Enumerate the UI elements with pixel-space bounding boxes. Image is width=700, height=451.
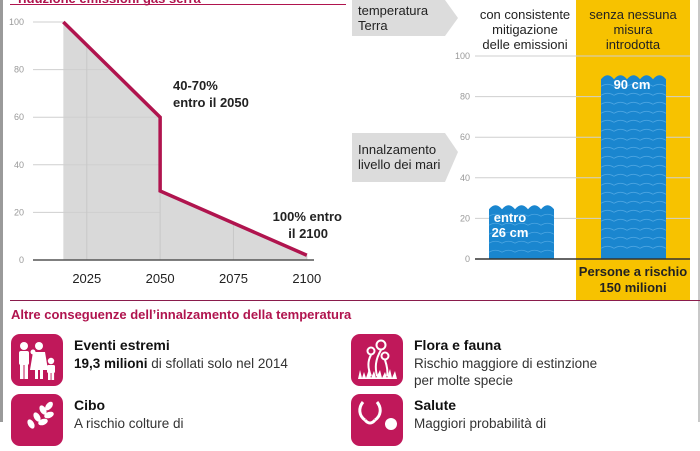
emissions-chart: 0 20 40 60 80 100 2025 2050 2075 2100 40-70% entro …	[9, 17, 342, 286]
y-tick-label: 100	[455, 51, 470, 61]
temperature-label-line2: Terra	[358, 18, 388, 33]
frame-border-left	[0, 0, 3, 422]
wave-texture	[488, 213, 555, 217]
flower-icon	[351, 334, 403, 386]
wave-texture	[600, 182, 667, 186]
item-description: Rischio maggiore di estinzione per molte…	[414, 355, 597, 389]
wave-texture	[600, 146, 667, 150]
x-tick-label: 2025	[72, 271, 101, 286]
item-description-text: di sfollati solo nel 2014	[147, 356, 288, 371]
wave-texture	[488, 222, 555, 226]
bar1-value-label: entro 26 cm	[488, 210, 532, 240]
annotation-2050-line1: 40-70%	[173, 78, 218, 93]
col1-head-line2: mitigazione	[492, 22, 558, 37]
sea-level-arrow	[352, 133, 458, 182]
wave-texture	[488, 240, 555, 244]
col1-head-line1: con consistente	[479, 7, 571, 22]
sea-level-arrow-label: Innalzamento livello dei mari	[358, 142, 440, 172]
emissions-line	[62, 20, 308, 257]
no-measures-column-header: senza nessuna misura introdotta	[578, 7, 688, 52]
y-tick-label: 0	[19, 255, 24, 265]
y-tick-label: 40	[14, 160, 24, 170]
risk-line1: Persone a rischio	[578, 264, 688, 279]
sea-level-chart: 0 20 40 60 80 100	[352, 0, 690, 300]
area-mask	[63, 17, 342, 256]
col2-head-line3: introdotta	[605, 37, 661, 52]
y-tick-label: 100	[9, 17, 24, 27]
wave-texture	[600, 92, 667, 96]
annotation-2050-line2: entro il 2050	[173, 95, 249, 110]
wave-texture	[600, 155, 667, 159]
wave-texture	[600, 101, 667, 105]
frame-border-right	[698, 0, 700, 422]
wave-texture	[488, 231, 555, 235]
item-description-line2: per molte specie	[414, 373, 514, 388]
emissions-chart-title: riduzione emissioni gas serra	[18, 0, 201, 6]
wave-texture	[600, 218, 667, 222]
item-title: Salute	[414, 397, 457, 413]
y-tick-label: 40	[460, 173, 470, 183]
wave-texture	[600, 200, 667, 204]
item-description: 19,3 milioni di sfollati solo nel 2014	[74, 355, 288, 372]
wave-texture	[600, 164, 667, 168]
item-title: Eventi estremi	[74, 337, 170, 353]
wave-texture	[600, 128, 667, 132]
y-tick-label: 60	[14, 112, 24, 122]
emissions-area	[63, 22, 307, 260]
col2-head-line1: senza nessuna	[589, 7, 677, 22]
stethoscope-icon	[351, 394, 403, 446]
wave-texture	[488, 249, 555, 253]
bar2-value-label: 90 cm	[613, 77, 651, 92]
people-at-risk-label: Persone a rischio 150 milioni	[578, 264, 688, 296]
y-tick-label: 20	[460, 213, 470, 223]
annotation-2100-line2: il 2100	[288, 226, 328, 241]
wave-texture	[600, 137, 667, 141]
section-divider	[10, 300, 700, 301]
sea-level-label-line1: Innalzamento	[358, 142, 437, 157]
wave-texture	[600, 245, 667, 249]
wave-texture	[600, 83, 667, 87]
consequences-title: Altre conseguenze dell’innalzamento dell…	[11, 307, 352, 322]
col1-head-line3: delle emissioni	[482, 37, 568, 52]
sea-level-label-line2: livello dei mari	[358, 157, 441, 172]
x-tick-label: 2100	[292, 271, 321, 286]
title-rule	[10, 4, 346, 5]
bar1-label-line2: 26 cm	[491, 225, 529, 240]
temperature-label-line1: temperatura	[358, 3, 429, 18]
item-description-bold: 19,3 milioni	[74, 356, 148, 371]
temperature-arrow	[352, 0, 458, 36]
x-tick-label: 2075	[219, 271, 248, 286]
wave-texture	[600, 236, 667, 240]
wave-texture	[600, 173, 667, 177]
y-tick-label: 20	[14, 207, 24, 217]
x-tick-label: 2050	[146, 271, 175, 286]
sea-level-bar-2	[601, 75, 666, 259]
wave-texture	[600, 119, 667, 123]
wheat-icon	[11, 394, 63, 446]
mitigation-column-header: con consistente mitigazione delle emissi…	[465, 7, 585, 52]
annotation-2100-line1: 100% entro	[273, 209, 342, 224]
wave-texture	[600, 191, 667, 195]
col2-head-line2: misura	[613, 22, 653, 37]
family-icon	[11, 334, 63, 386]
item-description: Maggiori probabilità di	[414, 416, 547, 431]
bar1-label-line1: entro	[493, 210, 527, 225]
y-tick-label: 0	[465, 254, 470, 264]
item-description-line1: Rischio maggiore di estinzione	[414, 356, 598, 371]
wave-texture	[600, 209, 667, 213]
temperature-arrow-label: temperatura Terra	[358, 3, 428, 33]
y-tick-label: 60	[460, 132, 470, 142]
item-title: Cibo	[74, 397, 106, 413]
item-description: A rischio colture di	[74, 416, 184, 431]
y-tick-label: 80	[14, 65, 24, 75]
item-title: Flora e fauna	[414, 337, 502, 353]
risk-line2: 150 milioni	[599, 280, 667, 295]
wave-texture	[600, 227, 667, 231]
y-tick-label: 80	[460, 92, 470, 102]
wave-texture	[600, 110, 667, 114]
